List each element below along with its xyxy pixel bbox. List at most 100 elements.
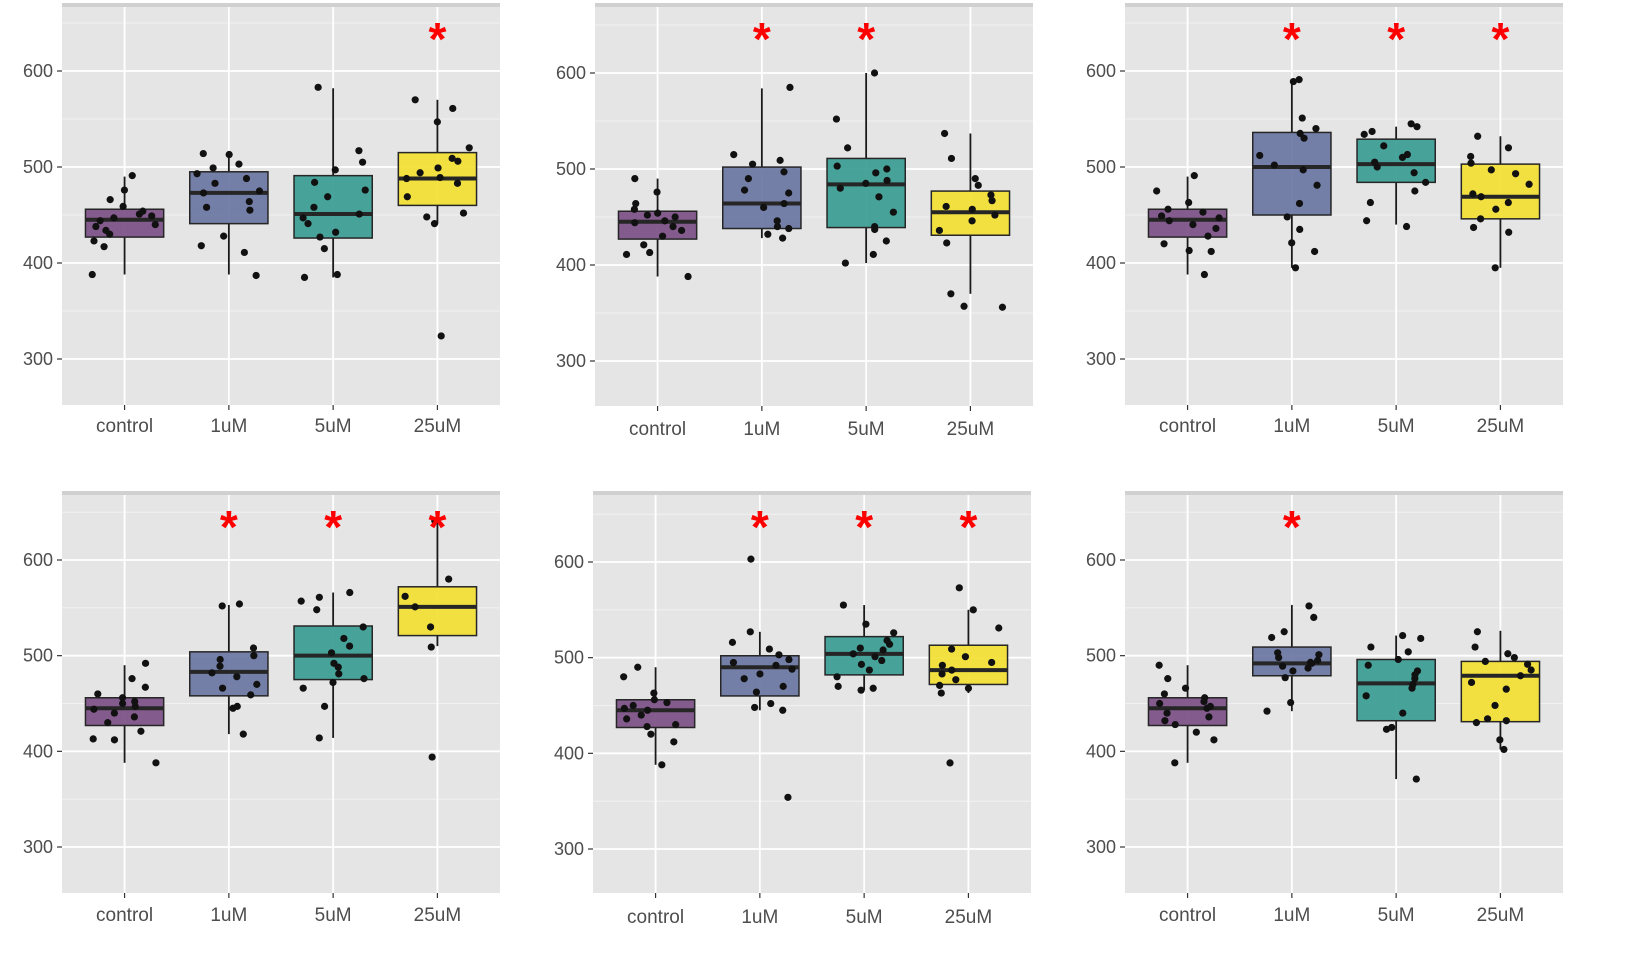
- data-point: [355, 147, 363, 155]
- data-point: [833, 162, 841, 170]
- data-point: [938, 661, 946, 669]
- data-point: [1207, 247, 1215, 256]
- y-tick-label: 300: [1086, 837, 1116, 857]
- data-point: [1256, 151, 1264, 160]
- data-point: [883, 176, 891, 185]
- data-point: [208, 669, 216, 677]
- data-point: [1295, 76, 1303, 84]
- data-point: [240, 248, 248, 257]
- data-point: [1153, 187, 1161, 195]
- data-point: [987, 191, 995, 199]
- data-point: [883, 165, 891, 173]
- data-point: [971, 175, 979, 183]
- data-point: [1210, 736, 1218, 744]
- data-point: [744, 175, 752, 183]
- data-point: [211, 179, 219, 187]
- data-point: [940, 129, 949, 138]
- data-point: [128, 172, 136, 180]
- data-point: [437, 332, 445, 340]
- data-point: [620, 673, 628, 681]
- data-point: [1288, 239, 1296, 247]
- data-point: [1477, 193, 1485, 201]
- data-point: [426, 623, 435, 631]
- data-point: [297, 597, 305, 605]
- data-point: [964, 684, 973, 692]
- data-point: [411, 603, 419, 611]
- data-point: [193, 170, 201, 178]
- data-point: [670, 738, 678, 746]
- data-point: [729, 658, 738, 667]
- significance-star: *: [1491, 13, 1509, 65]
- data-point: [832, 115, 841, 123]
- data-point: [216, 662, 224, 670]
- x-tick-label: control: [96, 416, 153, 437]
- data-point: [779, 682, 787, 690]
- panel-5: 300 400 500 600 * * * control 1uM 5uM 25uM: [554, 491, 1031, 928]
- data-point: [844, 144, 852, 152]
- y-tick-label: 500: [1086, 646, 1116, 666]
- data-point: [640, 241, 648, 249]
- data-point: [856, 644, 864, 652]
- data-point: [974, 181, 982, 189]
- data-point: [320, 245, 328, 253]
- data-point: [1155, 661, 1163, 669]
- data-point: [622, 250, 631, 259]
- x-tick-label: 25uM: [1477, 905, 1525, 926]
- data-point: [242, 174, 251, 183]
- data-point: [839, 601, 848, 609]
- panel-background: [62, 491, 500, 893]
- data-point: [304, 220, 312, 228]
- data-point: [250, 652, 258, 660]
- data-point: [119, 202, 127, 210]
- significance-star: *: [751, 501, 769, 553]
- data-point: [775, 651, 783, 659]
- data-point: [1512, 170, 1520, 178]
- x-tick-label: control: [96, 905, 153, 926]
- data-point: [872, 169, 880, 177]
- data-point: [300, 273, 309, 281]
- data-point: [1411, 187, 1419, 195]
- box-1uM: [722, 166, 802, 230]
- data-point: [942, 202, 950, 211]
- data-point: [875, 193, 883, 201]
- data-point: [1157, 212, 1166, 220]
- data-point: [118, 699, 127, 708]
- box-5uM: [826, 157, 906, 229]
- data-point: [1312, 125, 1320, 133]
- data-point: [1362, 692, 1370, 700]
- data-point: [1280, 628, 1288, 636]
- data-point: [643, 722, 651, 731]
- y-tick-label: 300: [554, 839, 584, 859]
- data-point: [235, 600, 244, 608]
- data-point: [137, 727, 145, 735]
- data-point: [756, 670, 764, 678]
- box-1uM: [189, 171, 269, 225]
- data-point: [960, 302, 968, 310]
- data-point: [199, 189, 208, 197]
- data-point: [423, 213, 431, 221]
- data-point: [776, 156, 784, 164]
- data-point: [416, 169, 424, 177]
- data-point: [255, 187, 264, 195]
- data-point: [1215, 214, 1223, 222]
- y-tick-label: 500: [23, 646, 53, 666]
- data-point: [233, 702, 241, 710]
- data-point: [661, 217, 669, 225]
- data-point: [773, 223, 782, 231]
- data-point: [1163, 709, 1171, 717]
- data-point: [1313, 181, 1321, 189]
- y-tick-label: 300: [23, 837, 53, 857]
- data-point: [1298, 114, 1306, 122]
- data-point: [1399, 709, 1407, 717]
- data-point: [623, 715, 631, 723]
- data-point: [1315, 651, 1323, 659]
- data-point: [346, 588, 354, 597]
- y-tick-label: 500: [554, 648, 584, 668]
- significance-star: *: [428, 13, 446, 65]
- data-point: [671, 213, 679, 221]
- data-point: [1487, 166, 1495, 174]
- data-point: [89, 735, 97, 743]
- data-point: [320, 702, 329, 710]
- x-tick-label: 1uM: [1273, 416, 1310, 437]
- data-point: [631, 219, 639, 227]
